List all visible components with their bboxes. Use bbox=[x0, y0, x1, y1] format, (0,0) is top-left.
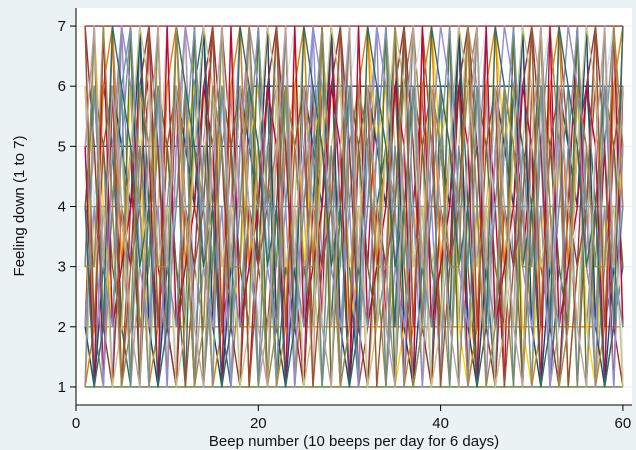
axis-layer: 1 2 3 4 5 6 7 0 20 40 60 bbox=[58, 8, 632, 432]
series-line-28 bbox=[84, 25, 624, 388]
x-tick-label-40: 40 bbox=[432, 415, 449, 432]
series-line-25 bbox=[84, 25, 624, 388]
x-tick-label-20: 20 bbox=[250, 415, 267, 432]
y-tick-label-4: 4 bbox=[58, 199, 66, 216]
x-tick-label-0: 0 bbox=[72, 415, 80, 432]
y-tick-label-7: 7 bbox=[58, 18, 66, 35]
y-axis-title: Feeling down (1 to 7) bbox=[11, 136, 28, 277]
series-layer bbox=[84, 25, 624, 388]
series-line-22 bbox=[84, 25, 624, 388]
y-tick-label-6: 6 bbox=[58, 78, 66, 95]
x-tick-label-60: 60 bbox=[615, 415, 632, 432]
y-tick-label-5: 5 bbox=[58, 138, 66, 155]
y-tick-label-1: 1 bbox=[58, 379, 66, 396]
series-line-27 bbox=[85, 25, 624, 388]
x-axis-title: Beep number (10 beeps per day for 6 days… bbox=[209, 433, 499, 450]
y-tick-label-3: 3 bbox=[58, 259, 66, 276]
y-tick-label-2: 2 bbox=[58, 319, 66, 336]
